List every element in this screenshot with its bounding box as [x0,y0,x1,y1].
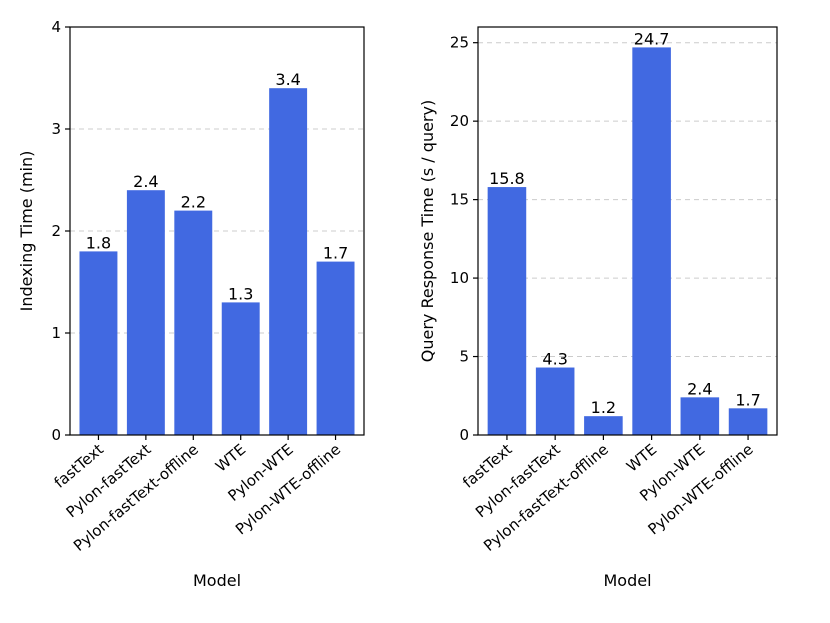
plot-frame [477,26,778,436]
bar-value-label: 4.3 [542,350,567,369]
bar-value-label: 1.2 [591,398,616,417]
bar-value-label: 3.4 [275,70,300,89]
y-tick-label: 0 [51,426,61,444]
bar [269,88,308,435]
bar-value-label: 2.4 [133,172,158,191]
x-tick-label: WTE [623,440,660,475]
y-tick-label: 3 [51,120,61,138]
bar-value-label: 1.7 [323,244,348,263]
bar [316,261,355,435]
y-tick-label: 2 [51,222,61,240]
x-axis-label: Model [193,571,241,590]
y-tick-label: 4 [51,18,61,36]
bar [126,190,165,435]
indexing-time-chart: 1.82.42.21.33.41.701234fastTextPylon-fas… [17,18,365,590]
bar [680,397,720,435]
y-axis-label: Query Response Time (s / query) [418,100,437,362]
bar-value-label: 24.7 [634,29,670,48]
bar-value-label: 2.2 [181,193,206,212]
bar [221,302,260,435]
x-axis-label: Model [603,571,651,590]
bar-value-label: 1.8 [86,233,111,252]
bar-value-label: 1.7 [735,390,760,409]
bar [174,210,213,435]
bar-value-label: 15.8 [489,169,525,188]
y-tick-label: 20 [450,112,469,130]
y-axis-label: Indexing Time (min) [17,151,36,312]
y-tick-label: 10 [450,269,469,287]
bar-value-label: 1.3 [228,284,253,303]
y-tick-label: 25 [450,34,469,52]
y-tick-label: 1 [51,324,61,342]
y-tick-label: 15 [450,191,469,209]
y-tick-label: 5 [459,348,469,366]
bar [535,367,575,435]
query-response-time-chart: 15.84.31.224.72.41.70510152025fastTextPy… [418,26,778,590]
bar [728,408,768,435]
bar-value-label: 2.4 [687,379,712,398]
x-tick-label: WTE [212,440,249,475]
bar [487,187,527,435]
bar [79,251,118,435]
bar [632,47,671,436]
y-tick-label: 0 [459,426,469,444]
bar [584,416,623,435]
